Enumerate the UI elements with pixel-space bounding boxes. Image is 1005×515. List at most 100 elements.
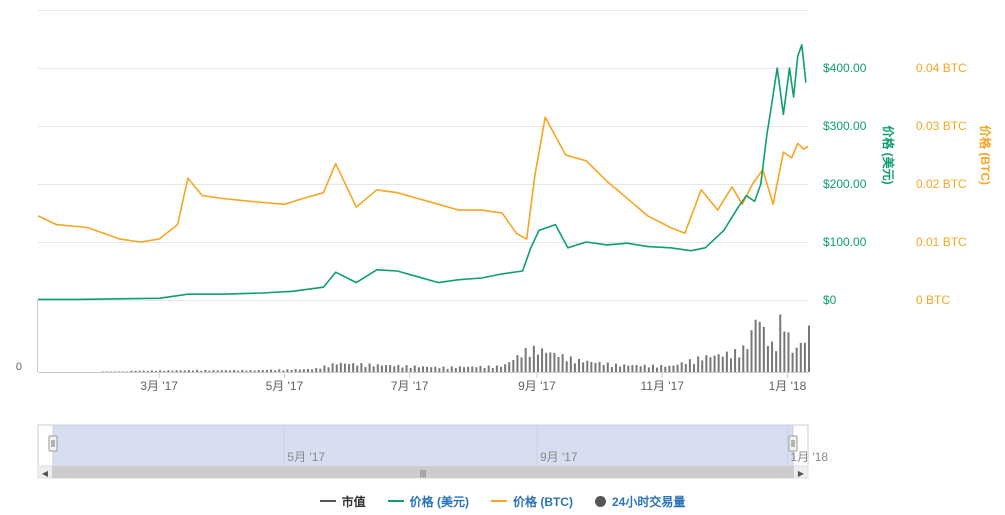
volume-bar	[397, 364, 400, 372]
volume-bar	[265, 370, 268, 372]
volume-bar	[549, 352, 552, 372]
volume-bar	[282, 370, 285, 372]
volume-bar	[113, 371, 116, 372]
volume-bar	[631, 365, 634, 372]
series-lines	[37, 43, 809, 301]
volume-bar	[294, 369, 297, 372]
volume-bar	[738, 357, 741, 372]
volume-bar	[721, 356, 724, 372]
volume-bar	[524, 348, 527, 372]
volume-bar	[105, 371, 108, 372]
volume-bar	[536, 354, 539, 372]
volume-bar	[643, 364, 646, 372]
volume-bar	[368, 363, 371, 372]
volume-bar	[779, 314, 782, 372]
volume-bar	[758, 321, 761, 372]
volume-bar	[356, 365, 359, 372]
volume-bar	[717, 354, 720, 372]
volume-bar	[487, 365, 490, 372]
volume-bar	[680, 362, 683, 372]
volume-bar	[376, 364, 379, 372]
volume-bar	[134, 370, 137, 372]
volume-bar	[762, 326, 765, 372]
axes: $0 $100.00 $200.00 $300.00 $400.00 0 BTC 0.01 …	[16, 61, 993, 393]
legend-marker-price-btc	[490, 500, 507, 502]
volume-bar	[438, 368, 441, 372]
x-tick-label: 5月 '17	[266, 379, 304, 393]
y-tick-label-btc: 0.01 BTC	[916, 235, 967, 249]
x-tick-label: 1月 '18	[769, 379, 807, 393]
volume-bar	[528, 356, 531, 372]
volume-bar	[138, 370, 141, 372]
volume-bar	[228, 370, 231, 372]
volume-bar	[729, 358, 732, 372]
volume-bar	[635, 365, 638, 372]
volume-bar	[783, 331, 786, 372]
volume-bar	[676, 364, 679, 372]
volume-bar	[787, 332, 790, 372]
volume-bar	[343, 363, 346, 372]
legend-item-price-usd[interactable]: 价格 (美元)	[387, 493, 469, 510]
legend-item-volume[interactable]: 24小时交易量	[594, 493, 686, 510]
volume-bar	[339, 362, 342, 372]
volume-bar	[122, 371, 125, 372]
scrollbar-grip-icon: |||	[420, 469, 426, 478]
volume-bar	[241, 369, 244, 372]
volume-bar	[467, 366, 470, 372]
volume-bar	[224, 370, 227, 372]
scrollbar-thumb[interactable]	[52, 466, 794, 478]
volume-bar	[512, 359, 515, 372]
volume-bar	[442, 366, 445, 372]
volume-bar	[385, 365, 388, 372]
volume-bar	[159, 370, 162, 372]
volume-bar	[725, 351, 728, 372]
volume-bar	[348, 364, 351, 372]
volume-bar	[586, 360, 589, 372]
volume-bar	[380, 365, 383, 372]
volume-bar	[590, 361, 593, 372]
navigator[interactable]: 5月 '17 9月 '17 1月 '18 ||| ◀ ▶	[37, 424, 828, 479]
legend-label-price-btc: 价格 (BTC)	[512, 494, 573, 509]
volume-bar	[458, 366, 461, 372]
volume-bar	[175, 370, 178, 372]
volume-bar	[557, 356, 560, 372]
navigator-selection	[52, 424, 794, 467]
volume-bar	[664, 366, 667, 372]
volume-bar	[360, 363, 363, 372]
volume-bar	[619, 366, 622, 372]
volume-bar	[569, 356, 572, 372]
legend-label-price-usd: 价格 (美元)	[409, 494, 469, 509]
volume-bar	[446, 368, 449, 372]
volume-bar	[803, 342, 806, 372]
volume-bar	[553, 352, 556, 372]
volume-bar	[298, 369, 301, 372]
scroll-right-arrow-icon[interactable]: ▶	[798, 469, 805, 478]
volume-bar	[602, 364, 605, 372]
navigator-handle-left[interactable]	[48, 435, 58, 452]
volume-bar	[196, 369, 199, 372]
volume-bar	[545, 352, 548, 372]
volume-bar	[237, 370, 240, 372]
volume-bar	[483, 367, 486, 372]
volume-bar	[734, 349, 737, 372]
scroll-left-arrow-icon[interactable]: ◀	[42, 469, 49, 478]
volume-bar	[598, 361, 601, 372]
volume-bar	[656, 367, 659, 372]
volume-bar	[795, 347, 798, 372]
volume-bar	[200, 370, 203, 372]
legend-item-price-btc[interactable]: 价格 (BTC)	[490, 493, 573, 510]
volume-bar	[409, 367, 412, 372]
volume-bar	[750, 330, 753, 372]
navigator-handle-right[interactable]	[788, 435, 798, 452]
navigator-tick-label: 1月 '18	[790, 450, 828, 464]
volume-bar	[701, 360, 704, 372]
volume-bar	[204, 369, 207, 372]
volume-bar	[705, 355, 708, 372]
volume-bar	[578, 358, 581, 372]
legend-label-volume: 24小时交易量	[611, 494, 686, 509]
volume-bar	[335, 364, 338, 372]
volume-bar	[651, 364, 654, 372]
legend-item-market-cap[interactable]: 市值	[319, 493, 366, 510]
y-tick-label-btc: 0 BTC	[916, 293, 950, 307]
volume-bar	[101, 371, 104, 372]
